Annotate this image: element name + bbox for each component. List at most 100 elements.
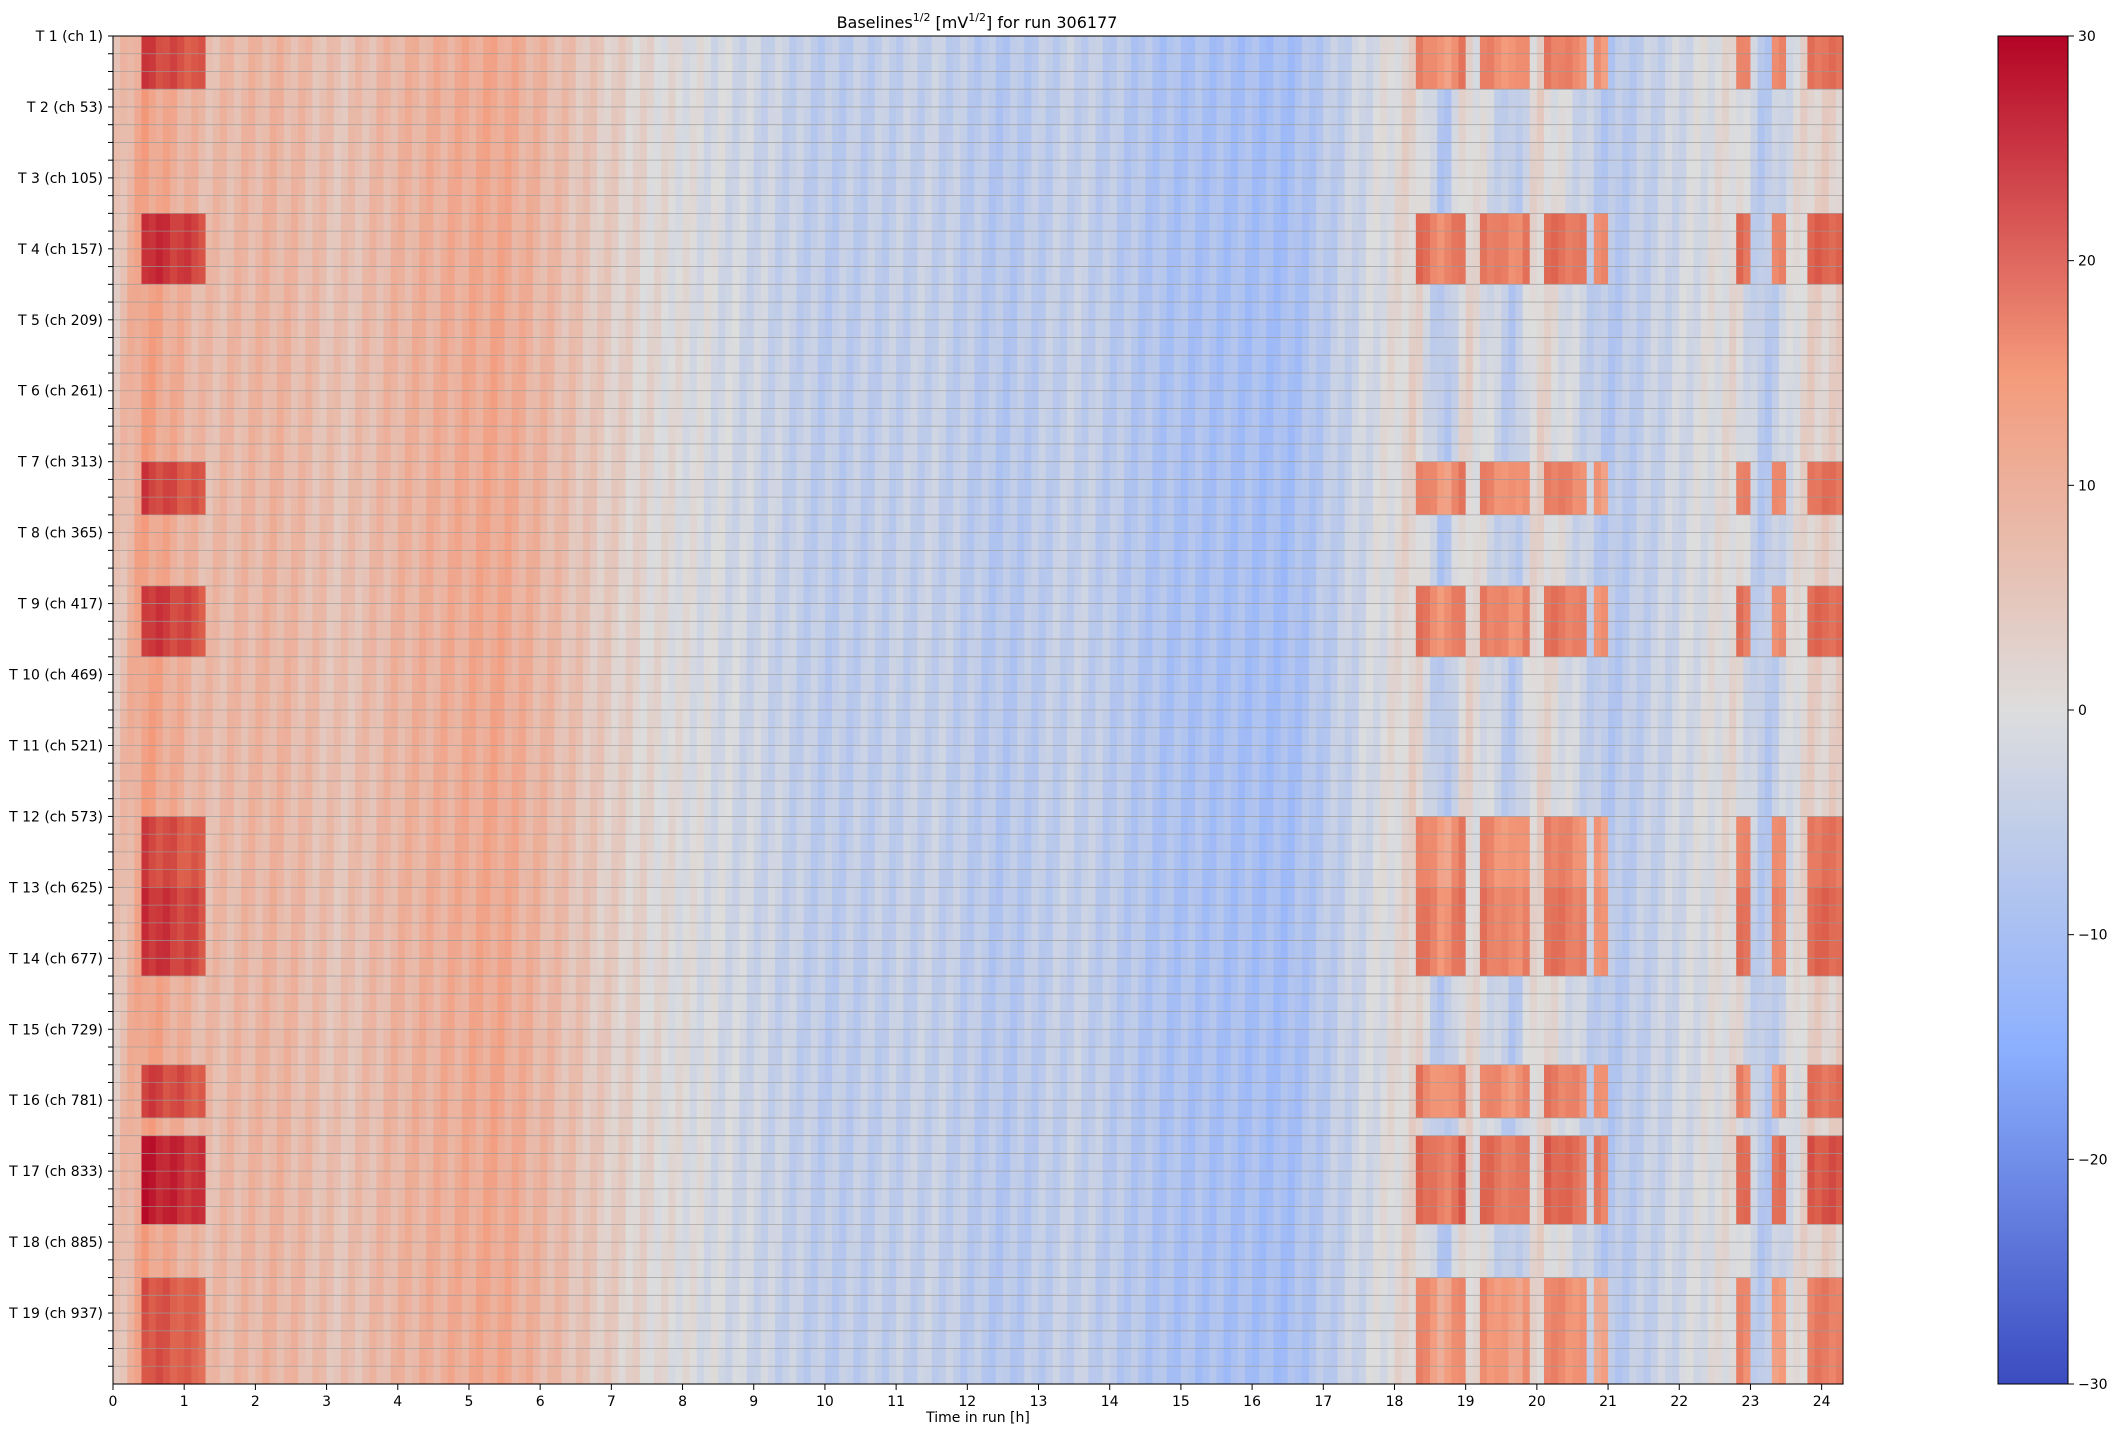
heatmap-cell: [604, 124, 612, 144]
heatmap-cell: [454, 355, 463, 374]
heatmap-cell: [597, 106, 605, 126]
heatmap-cell: [1828, 337, 1837, 356]
heatmap-cell: [255, 355, 264, 374]
heatmap-cell: [383, 390, 392, 410]
heatmap-cell: [1721, 71, 1730, 90]
heatmap-cell: [554, 284, 563, 303]
heatmap-cell: [248, 89, 256, 108]
heatmap-cell: [1600, 71, 1609, 90]
heatmap-cell: [696, 319, 705, 339]
heatmap-cell: [938, 106, 947, 126]
heatmap-cell: [1693, 160, 1702, 179]
heatmap-cell: [931, 89, 940, 108]
heatmap-cell: [1650, 213, 1659, 232]
heatmap-cell: [255, 390, 264, 410]
heatmap-cell: [383, 195, 392, 214]
heatmap-cell: [632, 124, 641, 144]
heatmap-cell: [1301, 71, 1310, 90]
heatmap-cell: [1750, 337, 1759, 356]
heatmap-cell: [803, 319, 812, 339]
heatmap-cell: [205, 373, 214, 392]
heatmap-cell: [796, 373, 805, 392]
heatmap-cell: [661, 373, 669, 392]
heatmap-cell: [1316, 337, 1324, 356]
heatmap-cell: [540, 142, 548, 161]
heatmap-cell: [760, 106, 769, 126]
heatmap-cell: [1380, 89, 1388, 108]
heatmap-cell: [162, 390, 171, 410]
heatmap-cell: [1593, 160, 1602, 179]
heatmap-cell: [639, 177, 648, 197]
heatmap-cell: [896, 89, 904, 108]
heatmap-cell: [1572, 36, 1581, 55]
heatmap-cell: [547, 36, 555, 55]
heatmap-cell: [1465, 319, 1474, 339]
heatmap-cell: [1045, 373, 1054, 392]
heatmap-cell: [390, 337, 399, 356]
heatmap-cell: [362, 160, 370, 179]
heatmap-cell: [703, 142, 712, 161]
heatmap-cell: [1102, 89, 1111, 108]
heatmap-cell: [839, 142, 847, 161]
heatmap-cell: [597, 177, 605, 197]
heatmap-cell: [739, 337, 748, 356]
heatmap-cell: [1024, 195, 1032, 214]
heatmap-cell: [362, 106, 370, 126]
heatmap-cell: [433, 266, 442, 285]
heatmap-cell: [824, 213, 833, 232]
heatmap-cell: [383, 266, 392, 285]
heatmap-cell: [753, 53, 762, 73]
heatmap-cell: [412, 142, 420, 161]
heatmap-cell: [1131, 213, 1139, 232]
heatmap-cell: [1828, 355, 1837, 374]
heatmap-cell: [511, 355, 520, 374]
heatmap-cell: [468, 213, 477, 232]
heatmap-cell: [476, 337, 484, 356]
heatmap-cell: [746, 195, 755, 214]
heatmap-cell: [1593, 71, 1602, 90]
heatmap-cell: [1714, 248, 1723, 268]
heatmap-cell: [896, 337, 904, 356]
heatmap-cell: [1052, 231, 1061, 250]
heatmap-cell: [412, 373, 420, 392]
heatmap-cell: [767, 284, 776, 303]
heatmap-cell: [1223, 195, 1232, 214]
heatmap-cell: [1743, 89, 1752, 108]
heatmap-cell: [212, 124, 221, 144]
heatmap-cell: [618, 319, 627, 339]
heatmap-cell: [1565, 355, 1574, 374]
heatmap-cell: [1216, 337, 1225, 356]
heatmap-cell: [824, 266, 833, 285]
heatmap-cell: [832, 355, 840, 374]
heatmap-cell: [931, 53, 940, 73]
heatmap-cell: [1373, 177, 1381, 197]
heatmap-cell: [1131, 124, 1139, 144]
heatmap-cell: [1543, 53, 1552, 73]
heatmap-cell: [945, 142, 954, 161]
heatmap-cell: [276, 337, 285, 356]
heatmap-cell: [1472, 337, 1481, 356]
heatmap-cell: [682, 337, 691, 356]
heatmap-cell: [113, 124, 121, 144]
heatmap-cell: [476, 248, 484, 268]
heatmap-cell: [1558, 106, 1566, 126]
heatmap-cell: [1230, 142, 1239, 161]
heatmap-cell: [191, 36, 200, 55]
heatmap-cell: [533, 106, 541, 126]
heatmap-cell: [1586, 266, 1595, 285]
heatmap-cell: [604, 248, 612, 268]
heatmap-cell: [1529, 71, 1538, 90]
heatmap-cell: [283, 231, 292, 250]
heatmap-cell: [1323, 248, 1332, 268]
heatmap-cell: [1572, 53, 1581, 73]
heatmap-cell: [817, 124, 826, 144]
heatmap-cell: [1629, 160, 1638, 179]
heatmap-cell: [198, 124, 207, 144]
heatmap-cell: [1002, 36, 1011, 55]
heatmap-cell: [1757, 302, 1766, 321]
heatmap-cell: [1629, 319, 1638, 339]
heatmap-cell: [383, 337, 392, 356]
heatmap-cell: [1166, 337, 1175, 356]
heatmap-cell: [960, 124, 968, 144]
heatmap-cell: [938, 124, 947, 144]
